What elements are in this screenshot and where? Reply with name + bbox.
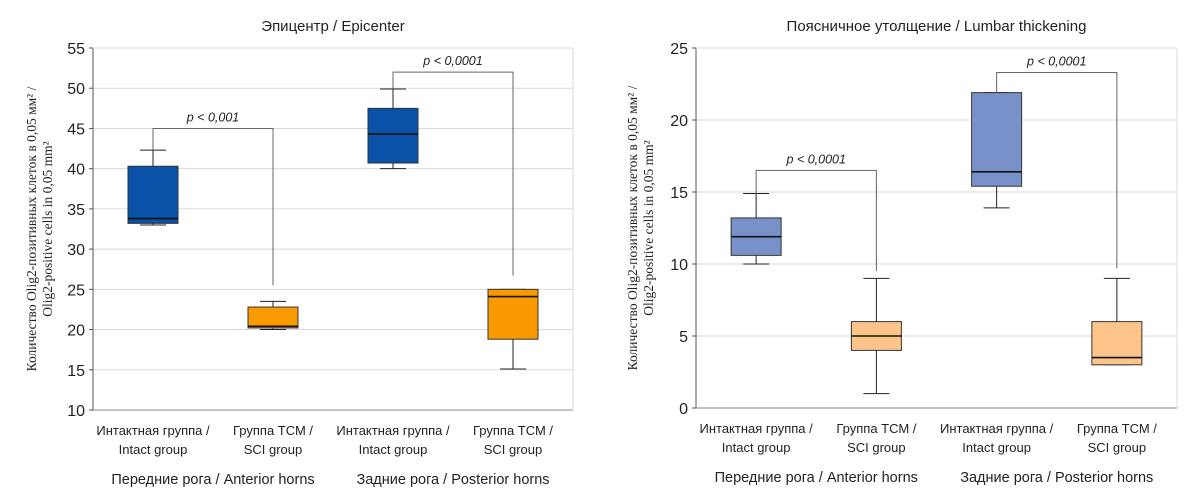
- y-axis-label-line1: Количество Olig2-позитивных клеток в 0,0…: [625, 85, 640, 370]
- group-label: Задние рога / Posterior horns: [960, 470, 1153, 486]
- x-tick-label-line1: Группа ТСМ /: [233, 423, 313, 438]
- y-tick-label: 45: [67, 121, 85, 138]
- x-tick-label-line2: Intact group: [359, 442, 428, 457]
- significance-bracket-1: p < 0,0001: [755, 152, 877, 272]
- bracket-line: [755, 169, 877, 272]
- chart-title: Поясничное утолщение / Lumbar thickening: [787, 18, 1087, 35]
- y-axis-label-line2: Olig2-positive cells in 0,05 mm²: [40, 141, 55, 316]
- y-tick-label: 35: [67, 202, 85, 219]
- iqr-box: [487, 288, 539, 340]
- chart-title: Эпицентр / Epicenter: [261, 18, 404, 35]
- y-tick-label: 25: [67, 282, 85, 299]
- iqr-box: [367, 107, 419, 164]
- y-tick-label: 30: [67, 242, 85, 259]
- box-2: [247, 300, 299, 331]
- x-tick-label-line1: Интактная группа /: [96, 423, 210, 438]
- y-tick-label: 0: [679, 401, 688, 418]
- bracket-line: [392, 71, 514, 276]
- x-tick-label-line2: SCI group: [1088, 440, 1147, 455]
- p-value-label: p < 0,0001: [1026, 54, 1086, 68]
- y-tick-label: 25: [670, 41, 688, 58]
- x-tick-label-line2: SCI group: [847, 440, 906, 455]
- y-tick-label: 20: [67, 323, 85, 340]
- significance-bracket-1: p < 0,001: [152, 110, 274, 286]
- x-tick-label-line2: SCI group: [484, 442, 543, 457]
- p-value-label: p < 0,0001: [786, 152, 846, 166]
- x-tick-label-line2: SCI group: [244, 442, 303, 457]
- box-2: [850, 277, 902, 395]
- epicenter-chart: Эпицентр / Epicenter Количество Olig2-поз…: [24, 18, 574, 488]
- bracket-line: [996, 71, 1118, 269]
- x-tick-label-line1: Интактная группа /: [940, 421, 1054, 436]
- x-tick-label-line1: Интактная группа /: [699, 421, 813, 436]
- y-tick-label: 50: [67, 81, 85, 98]
- y-tick-label: 10: [670, 257, 688, 274]
- box-3: [367, 88, 419, 170]
- box-3: [971, 92, 1023, 209]
- x-tick-label-line2: Intact group: [722, 440, 791, 455]
- significance-bracket-2: p < 0,0001: [996, 54, 1118, 269]
- x-tick-label-line1: Группа ТСМ /: [1077, 421, 1157, 436]
- y-tick-label: 15: [670, 185, 688, 202]
- iqr-box: [127, 165, 179, 224]
- y-axis-label-line2: Olig2-positive cells in 0,05 mm²: [641, 140, 656, 315]
- group-label: Передние рога / Anterior horns: [715, 470, 918, 486]
- iqr-box: [971, 92, 1023, 187]
- x-tick-label-line1: Группа ТСМ /: [473, 423, 553, 438]
- y-tick-label: 15: [67, 363, 85, 380]
- y-tick-label: 5: [679, 329, 688, 346]
- x-tick-label-line2: Intact group: [119, 442, 188, 457]
- box-1: [730, 192, 782, 265]
- significance-bracket-2: p < 0,0001: [392, 54, 514, 276]
- group-label: Задние рога / Posterior horns: [356, 472, 549, 488]
- lumbar-chart: Поясничное утолщение / Lumbar thickening…: [625, 18, 1178, 486]
- group-label: Передние рога / Anterior horns: [111, 472, 314, 488]
- p-value-label: p < 0,0001: [422, 54, 482, 68]
- y-axis-label-line1: Количество Olig2-позитивных клеток в 0,0…: [24, 86, 39, 371]
- x-tick-label-line1: Интактная группа /: [336, 423, 450, 438]
- x-tick-label-line2: Intact group: [962, 440, 1031, 455]
- box-1: [127, 149, 179, 226]
- box-4: [1091, 277, 1143, 366]
- y-tick-label: 20: [670, 113, 688, 130]
- box-4: [487, 288, 539, 370]
- bracket-line: [152, 127, 274, 286]
- p-value-label: p < 0,001: [186, 110, 239, 124]
- iqr-box: [247, 306, 299, 329]
- y-tick-label: 55: [67, 41, 85, 58]
- x-tick-label-line1: Группа ТСМ /: [836, 421, 916, 436]
- y-tick-label: 40: [67, 162, 85, 179]
- y-tick-label: 10: [67, 403, 85, 420]
